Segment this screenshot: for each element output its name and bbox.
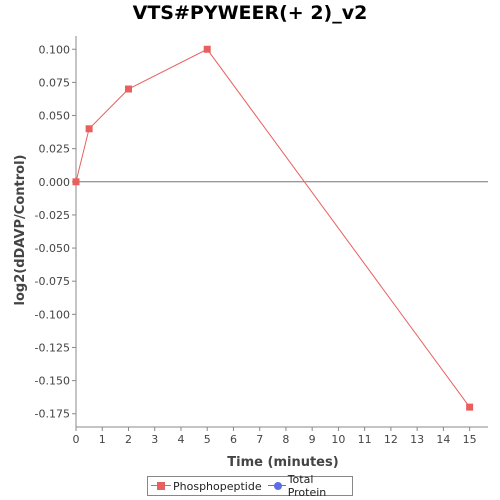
data-point bbox=[124, 85, 132, 93]
y-axis-title: log2(dDAVP/Control) bbox=[13, 155, 28, 306]
y-tick-label: -0.175 bbox=[35, 408, 70, 421]
x-tick-label: 7 bbox=[256, 433, 263, 446]
y-tick-label: -0.150 bbox=[35, 375, 70, 388]
x-tick-label: 6 bbox=[230, 433, 237, 446]
x-tick-label: 13 bbox=[410, 433, 424, 446]
x-tick-label: 3 bbox=[151, 433, 158, 446]
x-tick-label: 8 bbox=[282, 433, 289, 446]
legend-swatch-square bbox=[151, 481, 171, 491]
x-tick-label: 5 bbox=[204, 433, 211, 446]
legend: Phosphopeptide Total Protein bbox=[147, 473, 353, 499]
y-tick-label: -0.125 bbox=[35, 341, 70, 354]
data-point bbox=[466, 403, 474, 411]
y-tick-label: 0.025 bbox=[39, 143, 71, 156]
y-tick-label: -0.100 bbox=[35, 308, 70, 321]
data-point bbox=[72, 178, 80, 186]
y-tick-label: -0.075 bbox=[35, 275, 70, 288]
x-tick-label: 9 bbox=[309, 433, 316, 446]
legend-label-total-protein: Total Protein bbox=[287, 473, 327, 499]
x-tick-label: 11 bbox=[358, 433, 372, 446]
legend-label-phosphopeptide: Phosphopeptide bbox=[173, 479, 262, 493]
data-point bbox=[203, 45, 211, 53]
x-axis-title: Time (minutes) bbox=[227, 455, 338, 470]
x-tick-label: 4 bbox=[177, 433, 184, 446]
y-tick-label: -0.025 bbox=[35, 209, 70, 222]
x-tick-label: 14 bbox=[436, 433, 450, 446]
legend-item-total-protein: Total Protein bbox=[267, 473, 349, 499]
x-tick-label: 12 bbox=[384, 433, 398, 446]
y-tick-label: 0.075 bbox=[39, 76, 71, 89]
y-tick-label: 0.000 bbox=[39, 176, 71, 189]
y-tick-label: 0.100 bbox=[39, 43, 71, 56]
x-tick-label: 0 bbox=[73, 433, 80, 446]
legend-item-phosphopeptide: Phosphopeptide bbox=[151, 480, 262, 493]
legend-swatch-circle bbox=[267, 481, 286, 491]
x-tick-label: 1 bbox=[99, 433, 106, 446]
x-tick-label: 2 bbox=[125, 433, 132, 446]
data-point bbox=[85, 125, 93, 133]
x-tick-label: 15 bbox=[463, 433, 477, 446]
chart-title: VTS#PYWEER(+ 2)_v2 bbox=[132, 2, 368, 24]
series-line-phosphopeptide bbox=[75, 48, 471, 408]
x-tick-label: 10 bbox=[331, 433, 345, 446]
y-tick-label: -0.050 bbox=[35, 242, 70, 255]
y-tick-label: 0.050 bbox=[39, 110, 71, 123]
